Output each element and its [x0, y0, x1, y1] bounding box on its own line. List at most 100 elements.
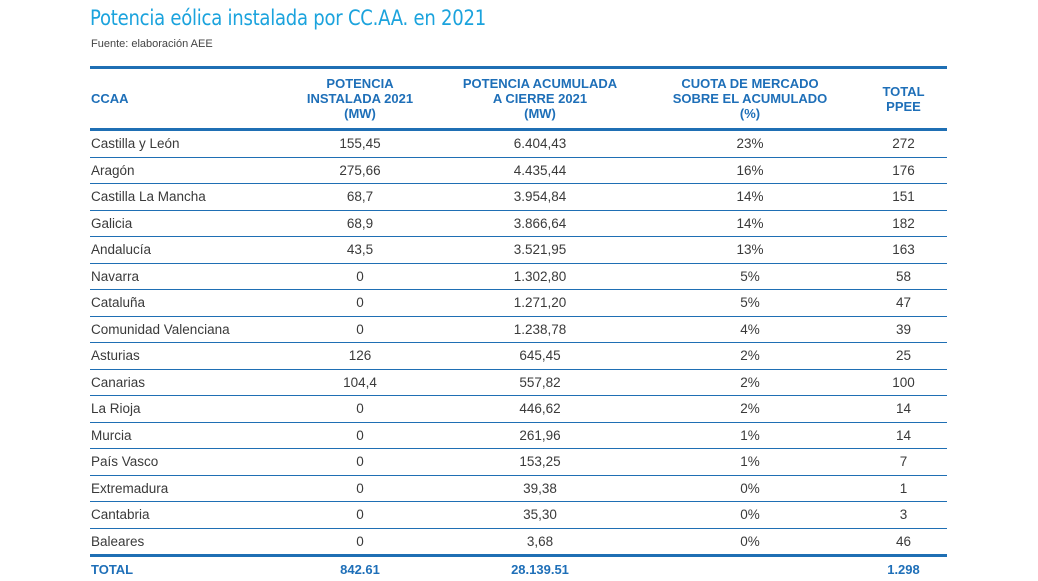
table-cell: 4.435,44 [440, 157, 640, 184]
region-name-cell: Asturias [90, 343, 280, 370]
table-cell: 3.866,64 [440, 210, 640, 237]
source-note: Fuente: elaboración AEE [91, 38, 213, 50]
table-cell: 126 [280, 343, 440, 370]
region-name-cell: Baleares [90, 528, 280, 556]
table-cell: 23% [640, 130, 860, 158]
table-cell: 0% [640, 528, 860, 556]
table-cell: 151 [860, 184, 947, 211]
table-cell: 176 [860, 157, 947, 184]
table-cell: 13% [640, 237, 860, 264]
column-header-line: INSTALADA 2021 [307, 91, 413, 106]
table-cell: 1 [860, 475, 947, 502]
table-cell: 163 [860, 237, 947, 264]
table-cell: 0 [280, 502, 440, 529]
column-header-line: A CIERRE 2021 [493, 91, 587, 106]
table-cell: 1.302,80 [440, 263, 640, 290]
table-cell: 1.238,78 [440, 316, 640, 343]
column-header-line: (%) [740, 106, 760, 121]
column-header-line: PPEE [886, 99, 921, 114]
table-cell: 5% [640, 263, 860, 290]
table-cell: 155,45 [280, 130, 440, 158]
table-cell: 100 [860, 369, 947, 396]
page-title: Potencia eólica instalada por CC.AA. en … [90, 6, 486, 30]
region-name-cell: Extremadura [90, 475, 280, 502]
column-header-line: (MW) [524, 106, 556, 121]
total-cell: 28.139.51 [440, 556, 640, 581]
column-header-line: TOTAL [882, 84, 924, 99]
table-cell: 2% [640, 343, 860, 370]
region-name-cell: Galicia [90, 210, 280, 237]
table-cell: 104,4 [280, 369, 440, 396]
table-cell: 14% [640, 184, 860, 211]
table-cell: 275,66 [280, 157, 440, 184]
table-cell: 0 [280, 422, 440, 449]
table-cell: 46 [860, 528, 947, 556]
table-cell: 39 [860, 316, 947, 343]
table-cell: 14% [640, 210, 860, 237]
table-cell: 182 [860, 210, 947, 237]
table-cell: 25 [860, 343, 947, 370]
column-header-line: (MW) [344, 106, 376, 121]
column-header-line: CUOTA DE MERCADO [681, 76, 818, 91]
table-cell: 3,68 [440, 528, 640, 556]
column-header-line: CCAA [91, 91, 129, 106]
region-name-cell: Comunidad Valenciana [90, 316, 280, 343]
region-name-cell: Murcia [90, 422, 280, 449]
region-name-cell: La Rioja [90, 396, 280, 423]
table-cell: 0 [280, 528, 440, 556]
table-cell: 3 [860, 502, 947, 529]
table-cell: 5% [640, 290, 860, 317]
table-cell: 39,38 [440, 475, 640, 502]
table-cell: 557,82 [440, 369, 640, 396]
table-cell: 58 [860, 263, 947, 290]
region-name-cell: Aragón [90, 157, 280, 184]
column-header-line: POTENCIA ACUMULADA [463, 76, 617, 91]
table-cell: 2% [640, 369, 860, 396]
table-cell: 4% [640, 316, 860, 343]
table-cell: 3.521,95 [440, 237, 640, 264]
table-cell: 14 [860, 422, 947, 449]
region-name-cell: Andalucía [90, 237, 280, 264]
region-name-cell: Cataluña [90, 290, 280, 317]
column-header-line: SOBRE EL ACUMULADO [673, 91, 828, 106]
table-cell: 1% [640, 422, 860, 449]
table-cell: 6.404,43 [440, 130, 640, 158]
table-cell: 16% [640, 157, 860, 184]
total-cell: 842.61 [280, 556, 440, 581]
column-header-line: POTENCIA [326, 76, 393, 91]
region-name-cell: Canarias [90, 369, 280, 396]
table-cell: 0 [280, 316, 440, 343]
table-cell: 1% [640, 449, 860, 476]
column-header: CCAA [90, 68, 280, 130]
table-cell: 14 [860, 396, 947, 423]
table-cell: 446,62 [440, 396, 640, 423]
table-cell: 0% [640, 475, 860, 502]
table-cell: 261,96 [440, 422, 640, 449]
table-cell: 68,7 [280, 184, 440, 211]
total-cell: 1.298 [860, 556, 947, 581]
region-name-cell: Castilla La Mancha [90, 184, 280, 211]
total-cell [640, 556, 860, 581]
